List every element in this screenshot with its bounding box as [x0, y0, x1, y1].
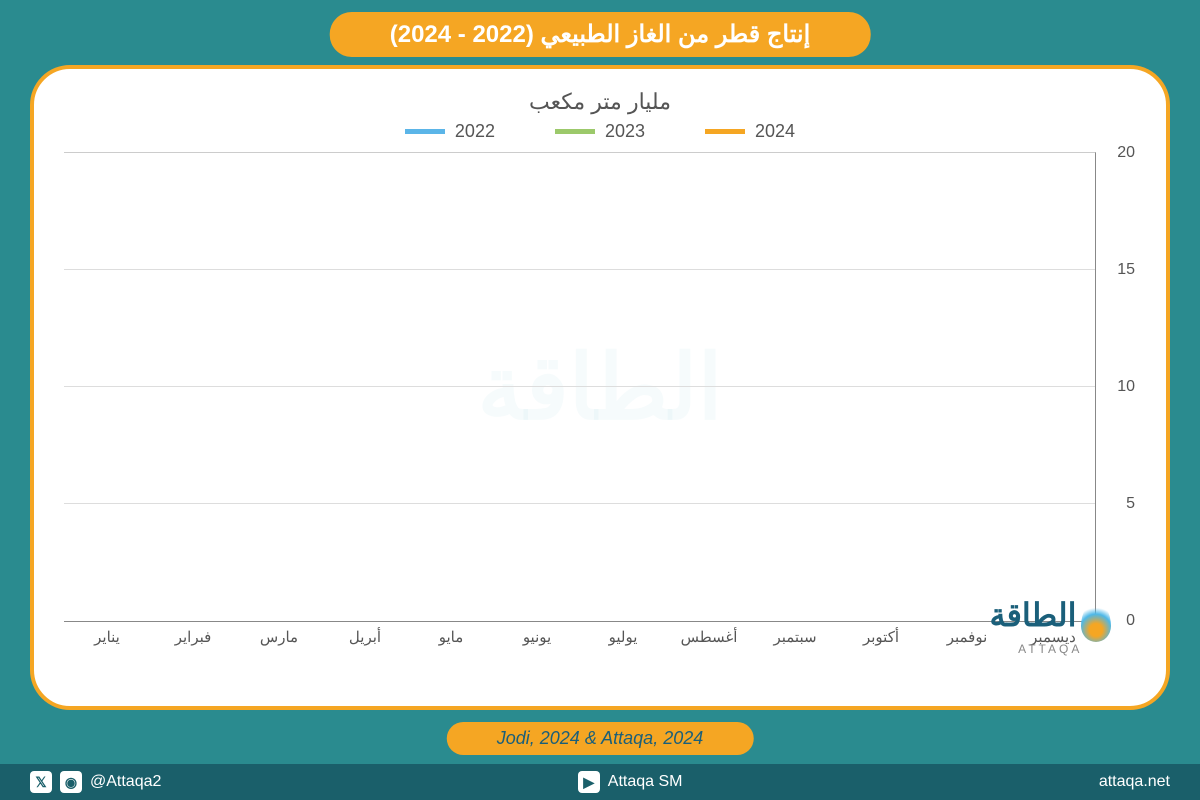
- y-axis: 05101520: [1100, 153, 1135, 621]
- gridline: [64, 503, 1095, 504]
- legend-item: 2023: [555, 121, 645, 142]
- x-label: فبراير: [150, 628, 236, 646]
- x-label: أبريل: [322, 628, 408, 646]
- site-url: attaqa.net: [1099, 773, 1170, 791]
- x-label: يونيو: [494, 628, 580, 646]
- gridline: [64, 386, 1095, 387]
- logo-subtext: ATTAQA: [989, 642, 1111, 656]
- x-label: يوليو: [580, 628, 666, 646]
- y-tick: 15: [1100, 261, 1135, 279]
- chart-frame: الطاقة مليار متر مكعب 2022 2023 2024 05101…: [30, 65, 1170, 710]
- source-attribution: Jodi, 2024 & Attaqa, 2024: [447, 722, 754, 755]
- legend-label: 2023: [605, 121, 645, 142]
- logo-text: الطاقة: [989, 597, 1076, 633]
- brand-logo: الطاقة ATTAQA: [989, 596, 1111, 656]
- footer-social-center: ▶ Attaqa SM: [578, 771, 683, 793]
- legend: 2022 2023 2024: [64, 121, 1136, 142]
- legend-label: 2022: [455, 121, 495, 142]
- bars-container: [64, 153, 1095, 621]
- footer-social-left: 𝕏 ◉ @Attaqa2: [30, 771, 161, 793]
- x-label: يناير: [64, 628, 150, 646]
- y-tick: 10: [1100, 378, 1135, 396]
- flame-icon: [1081, 602, 1111, 642]
- footer-bar: 𝕏 ◉ @Attaqa2 ▶ Attaqa SM attaqa.net: [0, 764, 1200, 800]
- y-tick: 5: [1100, 495, 1135, 513]
- footer-site: attaqa.net: [1099, 773, 1170, 791]
- chart-title: إنتاج قطر من الغاز الطبيعي (2022 - 2024): [330, 12, 871, 57]
- legend-swatch: [555, 129, 595, 134]
- social-handle-yt: Attaqa SM: [608, 773, 683, 791]
- x-icon: 𝕏: [30, 771, 52, 793]
- legend-item: 2022: [405, 121, 495, 142]
- legend-item: 2024: [705, 121, 795, 142]
- plot-area: 05101520: [64, 152, 1096, 622]
- x-label: سبتمبر: [752, 628, 838, 646]
- y-tick: 20: [1100, 144, 1135, 162]
- x-label: مارس: [236, 628, 322, 646]
- gridline: [64, 269, 1095, 270]
- x-label: أغسطس: [666, 628, 752, 646]
- legend-label: 2024: [755, 121, 795, 142]
- x-label: أكتوبر: [838, 628, 924, 646]
- y-axis-unit: مليار متر مكعب: [64, 89, 1136, 115]
- camera-icon: ◉: [60, 771, 82, 793]
- x-label: مايو: [408, 628, 494, 646]
- social-handle-x: @Attaqa2: [90, 773, 161, 791]
- legend-swatch: [705, 129, 745, 134]
- legend-swatch: [405, 129, 445, 134]
- x-axis-labels: ينايرفبرايرمارسأبريلمايويونيويوليوأغسطسس…: [64, 628, 1096, 646]
- youtube-icon: ▶: [578, 771, 600, 793]
